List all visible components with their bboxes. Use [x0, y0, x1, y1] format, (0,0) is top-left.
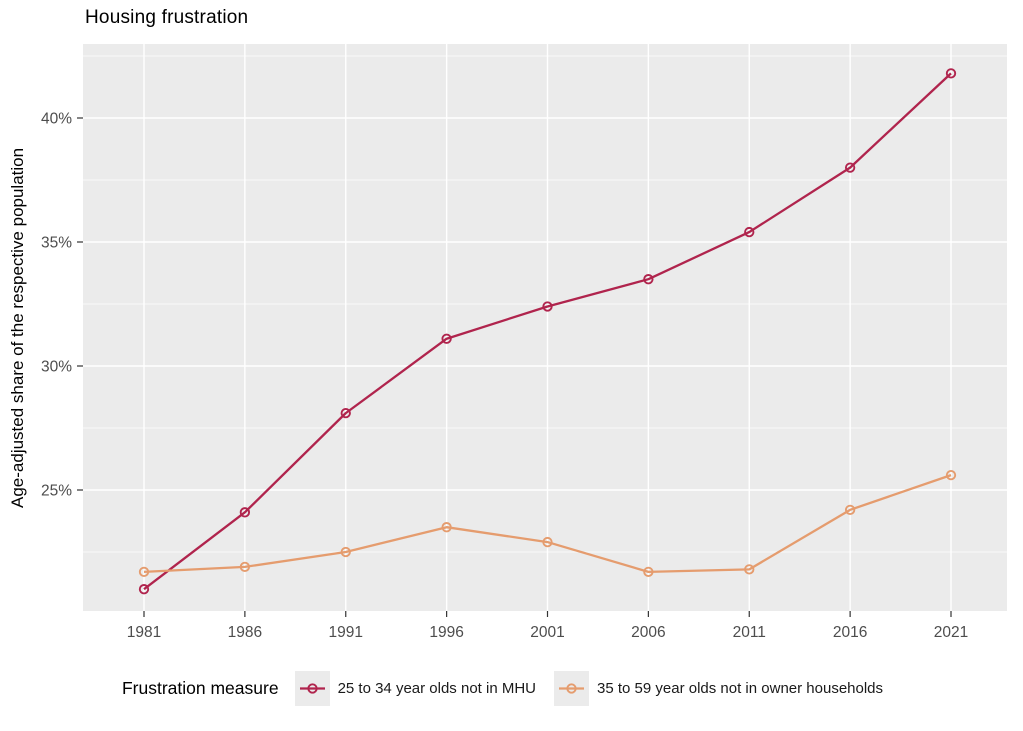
data-point	[441, 333, 452, 344]
data-point	[138, 584, 150, 595]
data-point	[138, 566, 150, 577]
legend-item: 25 to 34 year olds not in MHU	[294, 670, 536, 706]
legend-key-line-icon	[294, 670, 330, 706]
x-tick-label: 2011	[733, 624, 766, 641]
data-point	[945, 68, 957, 79]
data-point	[542, 301, 553, 312]
data-point	[239, 507, 251, 518]
data-point	[239, 561, 251, 573]
data-point	[844, 504, 856, 515]
x-tick-label: 2001	[530, 624, 564, 641]
data-point	[340, 546, 351, 558]
data-point	[340, 407, 351, 419]
series-35-59-not-owner	[138, 469, 957, 577]
legend: Frustration measure 25 to 34 year olds n…	[0, 668, 1023, 708]
data-point	[441, 522, 452, 533]
x-tick-label: 2016	[833, 624, 867, 641]
axis-tick-labels: 1981 1986 1991 1996 2001 2006 2011 2016 2021 25% 3…	[41, 111, 968, 642]
x-tick-label: 2021	[934, 624, 968, 641]
x-tick-label: 1986	[228, 624, 262, 641]
series-line	[143, 72, 952, 591]
data-point	[542, 536, 553, 548]
data-point	[744, 226, 755, 238]
series-line	[143, 474, 952, 573]
legend-item-label: 35 to 59 year olds not in owner househol…	[597, 679, 884, 697]
axis-ticks	[77, 117, 952, 617]
y-tick-label: 35%	[41, 235, 72, 252]
legend-item-label: 25 to 34 year olds not in MHU	[337, 679, 536, 697]
plot-panel	[83, 44, 1007, 611]
data-point	[945, 469, 957, 481]
x-tick-label: 1996	[429, 624, 463, 641]
data-point	[643, 274, 654, 285]
chart-title: Housing frustration	[85, 7, 249, 28]
x-tick-label: 2006	[631, 624, 665, 641]
x-tick-label: 1981	[127, 624, 161, 641]
series-25-34-not-in-mhu	[138, 68, 957, 595]
y-tick-label: 30%	[41, 359, 72, 376]
y-tick-label: 40%	[41, 111, 72, 128]
y-tick-label: 25%	[41, 483, 72, 500]
legend-item: 35 to 59 year olds not in owner househol…	[554, 670, 884, 706]
legend-title: Frustration measure	[121, 677, 279, 698]
data-point	[844, 162, 856, 173]
data-point	[744, 564, 755, 575]
data-point	[643, 566, 654, 577]
x-tick-label: 1991	[329, 624, 363, 641]
legend-key-line-icon	[554, 670, 589, 706]
